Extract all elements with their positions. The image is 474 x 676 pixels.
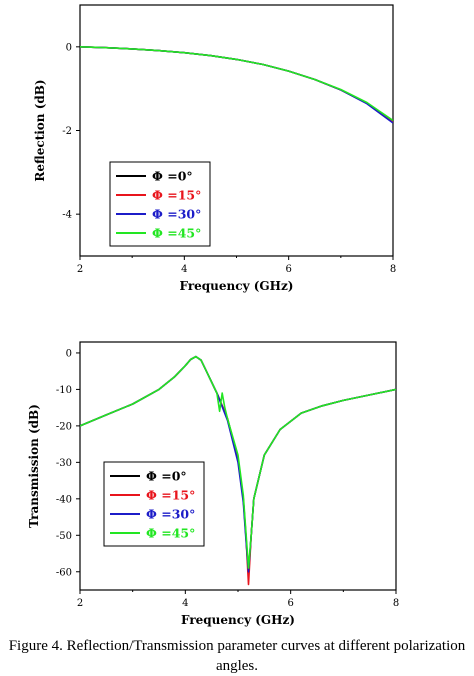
x-tick-label: 4 (181, 264, 187, 275)
x-tick-label: 4 (182, 598, 188, 609)
y-tick-label: -60 (56, 567, 72, 578)
y-tick-label: 0 (66, 348, 72, 359)
legend-label-0: Φ =0° (152, 169, 193, 184)
y-axis-label: Reflection (dB) (33, 79, 47, 181)
legend-label-3: Φ =45° (152, 226, 201, 241)
legend-label-1: Φ =15° (152, 188, 201, 203)
x-tick-label: 2 (77, 598, 83, 609)
x-tick-label: 8 (393, 598, 399, 609)
caption-line-2: angles. (215, 658, 259, 674)
y-tick-label: -4 (62, 210, 72, 221)
figure-caption: Figure 4. Reflection/Transmission parame… (0, 636, 474, 676)
transmission-chart: 2 4 6 8 0 -10 -20 -30 -40 -50 -60 Frequency (GHz) Tr… (27, 341, 399, 627)
y-tick-label: 0 (66, 42, 72, 53)
x-tick-label: 6 (287, 598, 293, 609)
x-tick-label: 8 (390, 264, 396, 275)
y-tick-label: -2 (62, 126, 72, 137)
y-tick-label: -30 (56, 458, 72, 469)
legend-label-1: Φ =15° (146, 488, 195, 503)
x-axis-label: Frequency (GHz) (181, 613, 295, 627)
series-line-0 (80, 46, 393, 123)
x-tick-label: 6 (285, 264, 291, 275)
y-tick-label: -10 (56, 385, 72, 396)
y-tick-label: -20 (56, 421, 72, 432)
y-tick-label: -50 (56, 531, 72, 542)
legend-label-2: Φ =30° (146, 507, 195, 522)
caption-line-1: Figure 4. Reflection/Transmission parame… (8, 638, 466, 654)
series-line-3 (80, 355, 396, 569)
y-axis-label: Transmission (dB) (27, 404, 41, 528)
legend-label-0: Φ =0° (146, 469, 187, 484)
legend-label-2: Φ =30° (152, 207, 201, 222)
x-tick-label: 2 (77, 264, 83, 275)
series-line-2 (80, 46, 393, 124)
y-tick-label: -40 (56, 494, 72, 505)
x-axis-label: Frequency (GHz) (180, 279, 294, 293)
series-line-3 (80, 46, 393, 122)
reflection-chart: 2 4 6 8 0 -2 -4 Frequency (GHz) Reflection (dB) Φ… (33, 4, 396, 293)
series-line-1 (80, 46, 393, 123)
legend-label-3: Φ =45° (146, 526, 195, 541)
